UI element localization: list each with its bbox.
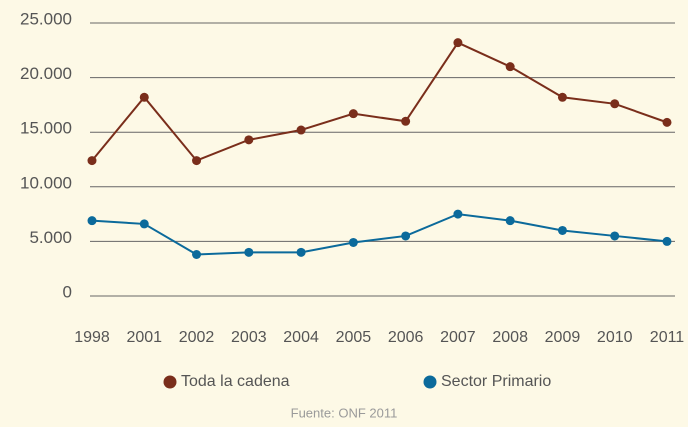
x-tick-label: 1998: [74, 329, 110, 346]
y-tick-label: 20.000: [20, 64, 72, 83]
x-tick-label: 2002: [179, 329, 215, 346]
point: [453, 209, 463, 219]
y-tick-label: 25.000: [20, 9, 72, 28]
x-tick-label: 2009: [545, 329, 581, 346]
y-tick-label: 10.000: [20, 173, 72, 192]
x-tick-label: 2001: [126, 329, 162, 346]
line: [91, 213, 668, 256]
x-tick-label: 2008: [492, 329, 528, 346]
point: [401, 116, 411, 126]
point: [139, 92, 149, 102]
point: [505, 62, 515, 72]
legend-label: Toda la cadena: [181, 373, 290, 390]
point: [505, 216, 515, 226]
point: [610, 231, 620, 241]
point: [296, 125, 306, 135]
point: [401, 231, 411, 241]
point: [87, 216, 97, 226]
y-tick-label: 15.000: [20, 119, 72, 138]
point: [557, 225, 567, 235]
point: [244, 247, 254, 257]
point: [139, 219, 149, 229]
x-tick-label: 2005: [336, 329, 372, 346]
line: [91, 41, 668, 162]
point: [192, 250, 202, 260]
x-tick-label: 2007: [440, 329, 476, 346]
x-tick-label: 2010: [597, 329, 633, 346]
point: [348, 237, 358, 247]
x-tick-label: 2004: [283, 329, 319, 346]
point: [244, 135, 254, 145]
point: [662, 236, 672, 246]
point: [296, 247, 306, 257]
point: [662, 117, 672, 127]
legend-marker: [423, 375, 437, 389]
legend-marker: [163, 375, 177, 389]
y-tick-label: 5.000: [29, 228, 72, 247]
x-tick-label: 2011: [650, 329, 685, 346]
source: Fuente: ONF 2011: [291, 405, 398, 420]
point: [348, 109, 358, 119]
point: [610, 99, 620, 109]
point: [453, 38, 463, 48]
point: [192, 156, 202, 166]
y-tick-label: 0: [63, 282, 72, 301]
point: [557, 92, 567, 102]
point: [87, 156, 97, 166]
legend-label: Sector Primario: [441, 373, 551, 390]
x-tick-label: 2003: [231, 329, 267, 346]
x-tick-label: 2006: [388, 329, 424, 346]
